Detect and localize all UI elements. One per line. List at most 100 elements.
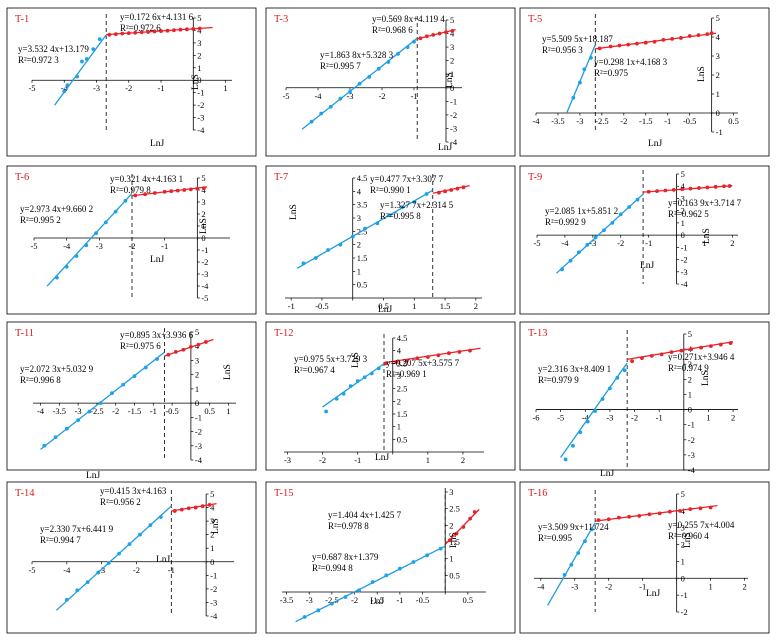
- x-tick-label: -3: [589, 238, 596, 248]
- high-data-point: [643, 40, 648, 45]
- low-data-point: [334, 396, 339, 401]
- low-data-point: [376, 66, 381, 71]
- y-tick-label: 1: [681, 556, 685, 566]
- low-fit-r2: R²=0.995: [538, 533, 573, 543]
- low-data-point: [148, 523, 153, 528]
- y-tick-label: -2: [210, 584, 217, 594]
- y-tick-label: 2: [449, 520, 453, 530]
- high-data-point: [159, 29, 163, 33]
- high-data-point: [425, 355, 430, 359]
- high-fit-equation: y=0.271x+3.946 4: [668, 352, 735, 362]
- y-tick-label: 0: [201, 233, 205, 243]
- x-tick-label: -2.5: [595, 116, 608, 126]
- x-tick-label: -2: [378, 91, 385, 101]
- x-tick-label: 2: [730, 238, 734, 248]
- x-tick-label: -4: [63, 565, 71, 575]
- high-data-point: [404, 358, 409, 363]
- low-data-point: [350, 234, 355, 239]
- low-fit-line: [54, 34, 107, 106]
- high-data-point: [699, 345, 703, 350]
- x-tick-label: 1: [223, 83, 227, 93]
- low-data-point: [113, 209, 118, 214]
- x-tick-label: -2: [620, 116, 627, 126]
- low-fit-equation: y=2.072 3x+5.032 9: [20, 364, 94, 374]
- high-data-point: [728, 341, 733, 345]
- x-tick-label: -5: [30, 241, 37, 251]
- x-tick-label: -1: [656, 413, 663, 423]
- high-fit-equation: y=0.895 3x+3.936 6: [120, 330, 194, 340]
- high-data-point: [688, 507, 693, 512]
- low-data-point: [355, 379, 360, 383]
- high-data-point: [661, 37, 666, 42]
- panel-frame: [265, 165, 516, 315]
- low-data-point: [375, 221, 380, 226]
- panel-title: T-11: [15, 328, 34, 339]
- low-data-point: [343, 595, 348, 599]
- y-axis-label: LnS: [697, 66, 707, 82]
- y-tick-label: 0: [681, 230, 685, 240]
- y-tick-label: 1: [210, 543, 214, 553]
- x-tick-label: 2: [731, 413, 735, 423]
- low-fit-r2: R²=0.996 8: [20, 375, 61, 385]
- high-data-point: [415, 356, 420, 361]
- high-data-point: [608, 44, 613, 49]
- low-data-point: [571, 95, 576, 100]
- high-data-point: [713, 184, 718, 189]
- high-fit-equation: y=0.321 4x+4.163 1: [110, 174, 183, 184]
- high-data-point: [195, 186, 200, 191]
- panel-frame: [265, 7, 516, 157]
- y-tick-label: 3: [681, 523, 685, 533]
- low-fit-r2: R²=0.994 8: [312, 563, 353, 573]
- panel-title: T-3: [274, 14, 288, 25]
- y-tick-label: 3: [197, 38, 201, 48]
- low-data-point: [585, 242, 590, 247]
- high-fit-line: [417, 28, 456, 40]
- y-tick-label: -2: [681, 255, 688, 265]
- y-tick-label: 2: [681, 540, 685, 550]
- high-data-point: [173, 350, 178, 354]
- chart-panel-6: -5 -4 -3 -2 -1 1 2 -4 -3 -2 -1 0 1 2 3 4 5 T-9 y=2.085 1x+…: [519, 165, 770, 315]
- high-data-point: [709, 31, 714, 36]
- y-tick-label: -2: [201, 257, 208, 267]
- y-tick-label: -1: [195, 412, 202, 422]
- panel-frame: [519, 165, 770, 315]
- x-tick-label: 2: [742, 581, 746, 591]
- x-tick-label: -3: [571, 581, 578, 591]
- high-data-point: [181, 347, 186, 352]
- high-fit-r2: R²=0.990 1: [370, 185, 411, 195]
- high-data-point: [627, 514, 632, 519]
- panel-title: T-12: [274, 328, 293, 339]
- y-axis-label: LnS: [702, 228, 712, 244]
- x-tick-label: 1.5: [440, 301, 451, 311]
- high-data-point: [671, 187, 676, 192]
- low-data-point: [412, 200, 417, 204]
- y-tick-label: 4: [681, 506, 686, 516]
- chart-panel-2: -5 -4 -3 -2 -1 -4 -3 -2 -1 0 1 2 3 4 5 T-3 y=1.863 8x+5.…: [265, 7, 516, 157]
- low-fit-equation: y=1.327 7x+2.314 5: [380, 200, 454, 210]
- high-data-point: [455, 186, 460, 191]
- high-data-point: [162, 189, 167, 194]
- high-data-point: [687, 34, 692, 38]
- high-data-point: [669, 350, 674, 355]
- y-tick-label: -1: [716, 127, 723, 137]
- x-tick-label: -4: [61, 83, 69, 93]
- y-tick-label: 0.5: [397, 434, 408, 444]
- low-data-point: [143, 365, 148, 370]
- panel-title: T-15: [274, 488, 293, 499]
- high-data-point: [447, 351, 451, 356]
- x-tick-label: 1: [706, 413, 710, 423]
- high-data-point: [454, 531, 459, 536]
- high-fit-equation: y=0.569 8x+4.119 4: [372, 14, 445, 24]
- panel-title: T-13: [528, 328, 547, 339]
- low-fit-equation: y=2.316 3x+8.409 1: [538, 364, 611, 374]
- high-data-point: [708, 505, 713, 510]
- x-tick-label: -4: [63, 241, 71, 251]
- y-tick-label: 2: [397, 396, 401, 406]
- y-tick-label: 5: [450, 15, 454, 25]
- high-fit-equation: y=0.415 3x+4.163: [100, 486, 167, 496]
- y-tick-label: 3: [681, 193, 685, 203]
- low-fit-r2: R²=0.972 3: [18, 55, 59, 65]
- y-tick-label: 1: [449, 554, 453, 564]
- low-data-point: [338, 96, 343, 101]
